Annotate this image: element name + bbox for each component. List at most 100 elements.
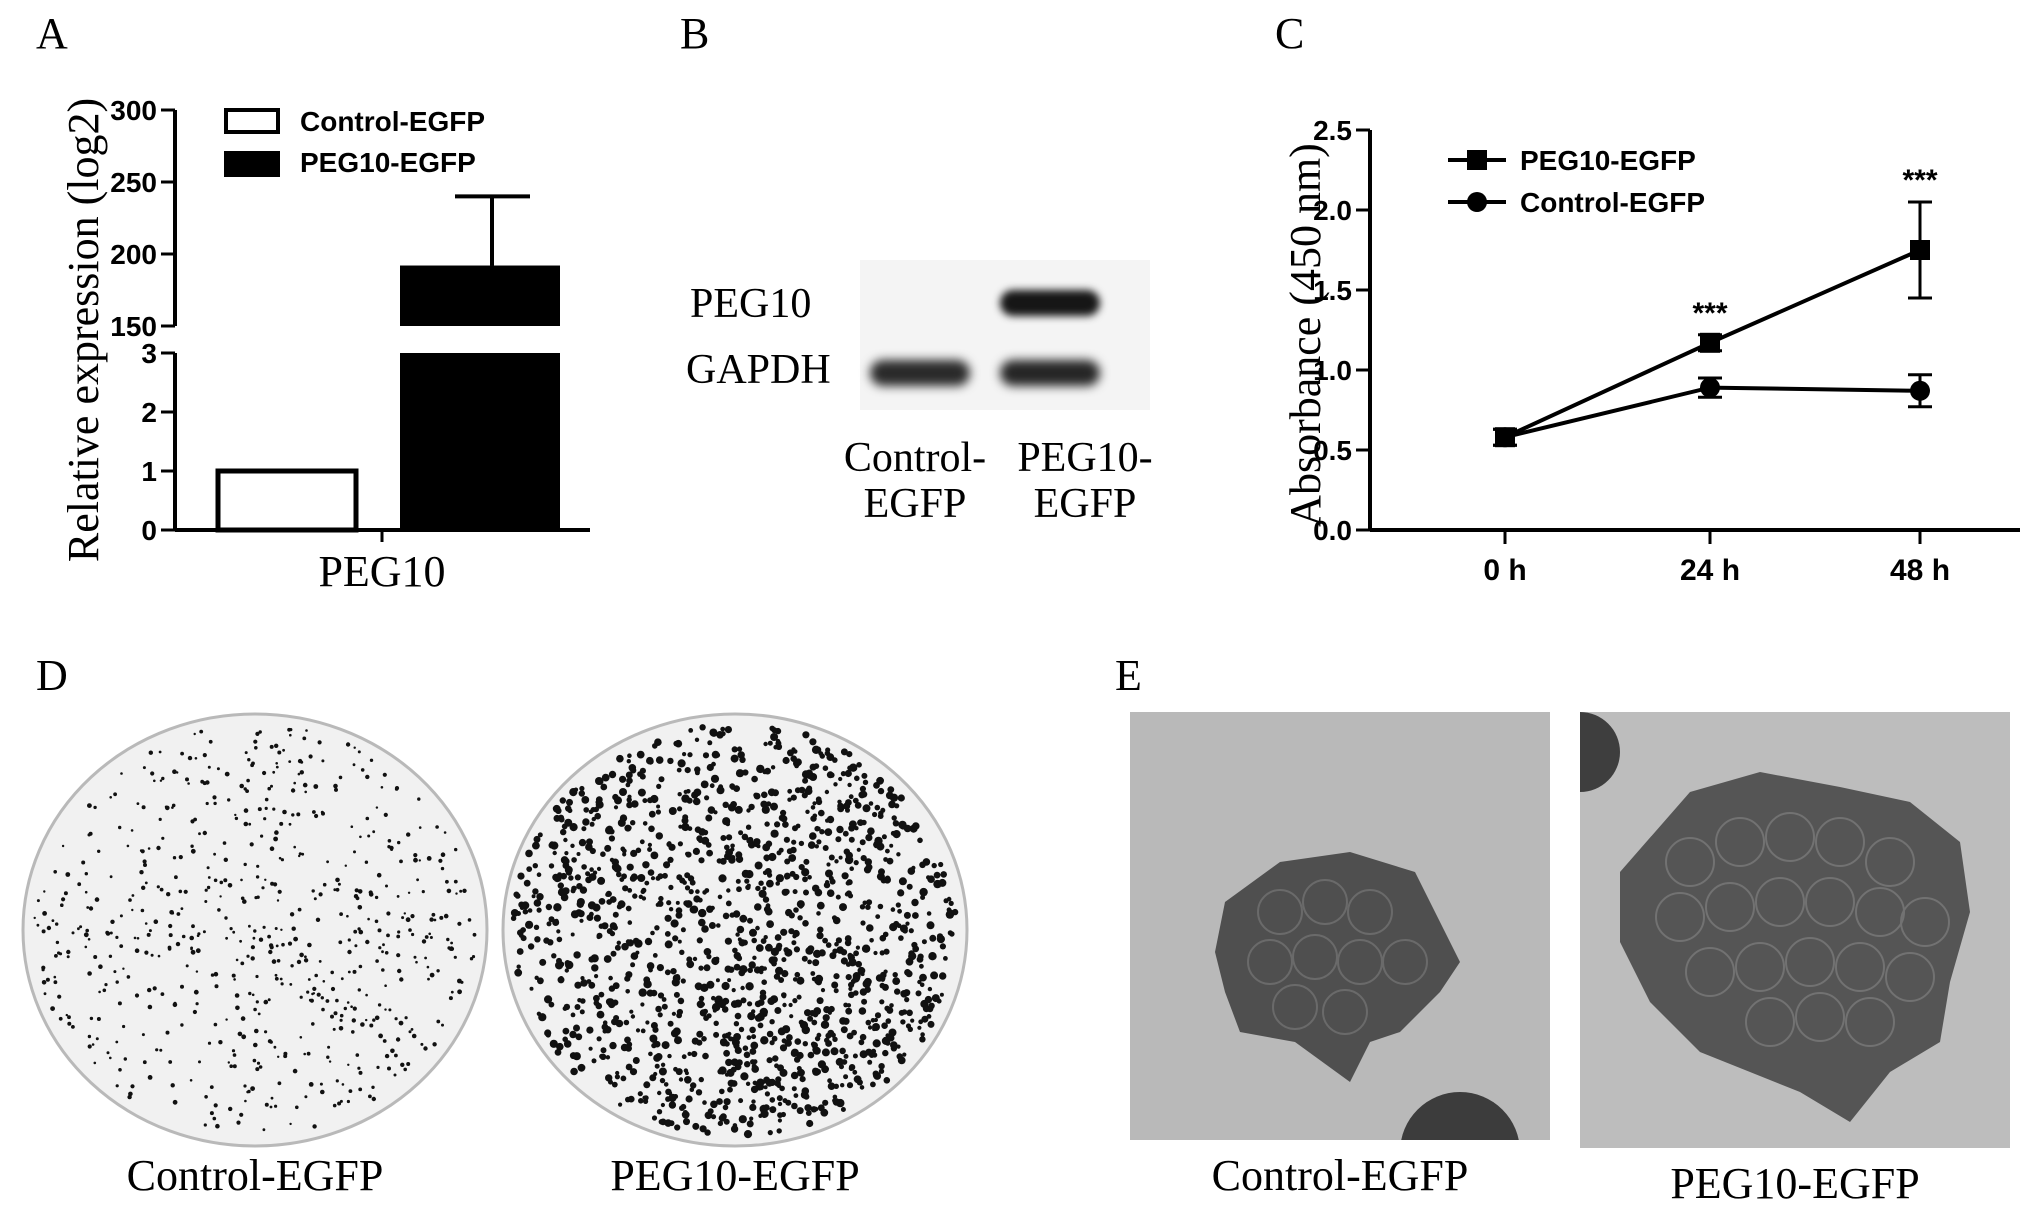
colony-dot [204,1095,208,1099]
colony-dot [672,935,679,942]
colony-dot [670,968,677,975]
colony-dot [637,788,646,797]
colony-dot [667,757,674,765]
colony-dot [580,976,585,981]
colony-dot [933,871,941,879]
colony-dot [793,946,800,953]
colony-dot [846,1082,854,1089]
colony-dot [926,921,935,930]
colony-dot [264,878,267,881]
colony-dot [886,1006,894,1014]
colony-dot [835,1057,844,1066]
colony-dot [239,783,244,789]
colony-dot [737,751,745,759]
colony-dot [241,1034,247,1040]
colony-dot [278,856,282,860]
colony-dot [826,889,835,897]
colony-dot [562,887,570,895]
colony-dot [433,918,437,922]
colony-dot [612,999,619,1006]
colony-dot [180,1023,184,1027]
colony-dot [189,935,194,941]
colony-dot [777,1118,782,1123]
colony-dot [454,847,458,852]
colony-dot [764,1091,770,1097]
colony-dot [326,860,329,864]
colony-dot [271,959,277,964]
colony-dot [616,871,622,878]
colony-dot [548,863,555,869]
colony-dot [812,801,817,806]
colony-dot [769,1097,776,1103]
colony-dot [677,997,685,1005]
colony-dot [817,926,824,933]
colony-dot [276,899,280,902]
colony-dot [888,800,896,809]
colony-dot [576,852,581,856]
colony-dot [770,765,776,770]
colony-dot [299,952,304,958]
colony-dot [768,852,777,862]
colony-dot [571,857,577,863]
colony-dot [840,1026,848,1034]
colony-dot [424,956,427,960]
colony-dot [360,1022,365,1027]
colony-dot [810,805,816,810]
colony-dot [784,1039,792,1047]
colony-dot [680,978,686,984]
colony-dot [926,911,932,916]
corner-cluster [1580,712,1620,792]
colony-dot [707,1108,714,1115]
colony-dot [568,875,574,881]
colony-dot [811,745,821,754]
colony-dot [878,1068,885,1074]
colony-dot [825,1032,832,1039]
colony-dot [798,840,805,847]
colony-dot [859,785,866,792]
colony-dot [783,872,791,880]
colony-dot [170,1083,175,1088]
colony-dot [586,1026,594,1034]
colony-dot [654,1063,660,1069]
colony-dot [262,1128,266,1132]
colony-dot [36,923,40,927]
colony-dot [319,1082,323,1086]
colony-dot [352,1006,357,1011]
colony-dot [311,889,315,893]
colony-dot [815,796,822,803]
colony-dot [169,910,174,915]
colony-dot [536,893,544,901]
colony-dot [543,937,550,944]
significance-annotation: *** [1902,164,1937,197]
colony-dot [572,1052,581,1061]
colony-dot [890,1041,898,1049]
colony-dot [564,818,573,827]
colony-dot [809,832,817,840]
colony-dot [681,1054,687,1060]
colony-dot [588,956,595,963]
colony-dot [833,988,839,994]
colony-dot [711,1003,721,1012]
colony-dot [302,736,307,741]
colony-dot [529,986,534,991]
colony-dot [516,964,521,969]
colony-dot [825,942,832,948]
colony-dot [305,729,308,732]
colony-dot [802,777,809,784]
colony-dot [626,1041,633,1048]
colony-dot [673,991,680,998]
colony-dot [50,1006,55,1011]
colony-dot [810,971,816,976]
colony-dot [513,891,520,898]
colony-dot [408,928,412,932]
y-tick-label: 1.0 [1313,355,1352,386]
colony-dot [227,798,231,802]
colony-dot [293,781,297,785]
colony-dot [270,881,275,886]
colony-dot [144,950,149,955]
colony-dot [359,835,362,839]
colony-dot [382,772,387,777]
colony-dot [694,737,700,742]
colony-dot [553,903,562,912]
colony-dot [927,986,933,992]
